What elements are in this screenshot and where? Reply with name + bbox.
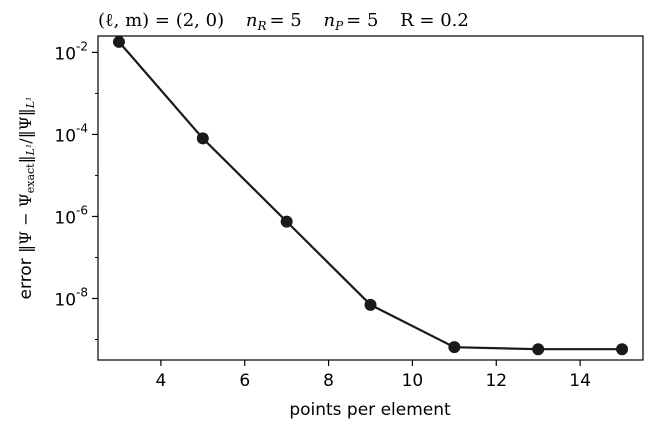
x-tick-label: 12 [485,371,507,391]
title-nr: = 5 [269,10,301,31]
data-point [532,343,545,356]
x-axis-label: points per element [289,400,451,420]
chart-title: (ℓ, m) = (2, 0) nR = 5 nP = 5 R = 0.2 [98,10,469,33]
data-point [280,215,293,228]
x-tick-label: 6 [239,371,250,391]
y-axis-label: error ‖Ψ − Ψexact‖L¹/‖Ψ‖L¹ [16,97,37,300]
y-tick-label: 10-4 [54,121,88,146]
data-point [196,132,209,145]
x-tick-label: 14 [569,371,591,391]
title-lm: (ℓ, m) = (2, 0) [98,10,224,31]
x-tick-label: 8 [323,371,334,391]
y-tick-label: 10-6 [54,203,88,228]
y-tick-label: 10-8 [54,285,88,310]
title-np: = 5 [346,10,378,31]
x-ticks: 4 6 8 10 12 14 [155,360,591,391]
title-r: R = 0.2 [400,10,469,31]
y-tick-label: 10-2 [54,39,88,64]
x-tick-label: 10 [402,371,424,391]
data-point [112,35,125,48]
data-point [364,298,377,311]
data-point [448,341,461,354]
plot-frame [97,35,644,361]
y-ticks: 10-2 10-4 10-6 10-8 [54,39,98,340]
series-line [112,35,629,356]
data-point [616,343,629,356]
x-tick-label: 4 [155,371,166,391]
